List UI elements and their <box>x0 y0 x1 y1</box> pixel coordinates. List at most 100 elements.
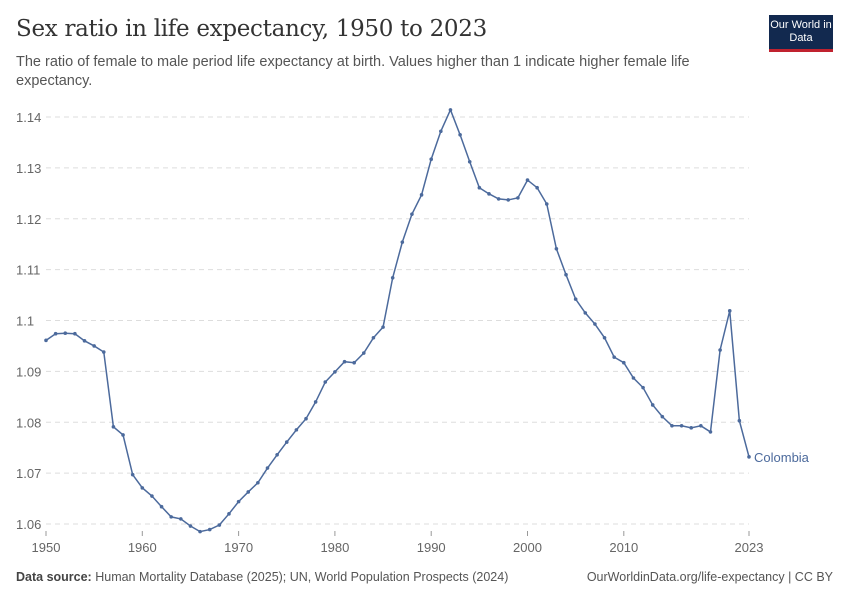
data-point <box>564 272 568 277</box>
data-point <box>130 472 135 477</box>
y-tick-label: 1.08 <box>16 415 41 430</box>
data-point <box>670 424 674 428</box>
data-point <box>53 331 58 336</box>
data-point <box>140 486 145 490</box>
data-point <box>487 192 491 196</box>
x-tick-label: 1990 <box>417 540 446 555</box>
data-point <box>246 490 251 494</box>
y-tick-label: 1.13 <box>16 161 41 176</box>
data-point <box>448 108 453 112</box>
data-point <box>275 453 279 457</box>
data-point <box>525 178 530 182</box>
data-point <box>583 311 588 315</box>
data-point <box>554 246 559 251</box>
data-point <box>73 331 77 336</box>
data-point <box>573 297 578 301</box>
series-line <box>45 107 750 533</box>
data-point <box>313 400 318 404</box>
data-point <box>458 133 462 137</box>
data-point <box>44 338 48 343</box>
data-point <box>718 348 722 352</box>
data-point <box>699 424 703 428</box>
data-point <box>198 529 202 534</box>
data-point <box>352 360 356 365</box>
data-point <box>82 339 87 343</box>
chart-title: Sex ratio in life expectancy, 1950 to 20… <box>16 16 487 42</box>
data-point <box>439 129 443 134</box>
data-point <box>467 159 472 164</box>
x-tick-label: 2000 <box>513 540 542 555</box>
x-tick-label: 1980 <box>320 540 349 555</box>
data-point <box>689 426 694 430</box>
data-point <box>535 185 539 190</box>
data-point <box>429 157 434 162</box>
data-point <box>679 424 684 428</box>
x-tick-label: 1950 <box>32 540 61 555</box>
data-point <box>333 370 337 374</box>
data-point <box>506 198 511 202</box>
data-point <box>496 197 501 201</box>
data-point <box>150 494 154 498</box>
data-point <box>477 185 482 190</box>
data-source: Data source: Human Mortality Database (2… <box>16 570 508 584</box>
data-point <box>612 355 616 359</box>
data-point <box>101 350 106 354</box>
y-tick-label: 1.07 <box>16 466 41 481</box>
data-point <box>284 440 289 444</box>
data-point <box>593 322 597 326</box>
x-tick-label: 1960 <box>128 540 157 555</box>
data-point <box>602 335 607 340</box>
data-point <box>737 418 742 423</box>
data-point <box>323 380 328 384</box>
y-tick-label: 1.1 <box>16 314 34 329</box>
x-tick-label: 2023 <box>735 540 764 555</box>
data-point <box>660 414 665 419</box>
data-point <box>631 376 636 380</box>
data-point <box>400 240 405 244</box>
data-point <box>747 455 751 459</box>
data-point <box>227 512 231 516</box>
data-point <box>650 403 655 407</box>
data-point <box>111 425 116 429</box>
data-point <box>727 309 732 313</box>
data-point <box>169 515 173 519</box>
y-tick-label: 1.14 <box>16 110 41 125</box>
source-text: Human Mortality Database (2025); UN, Wor… <box>95 570 509 584</box>
data-point <box>371 335 376 340</box>
data-point <box>217 523 222 527</box>
data-point <box>63 331 68 336</box>
data-point <box>342 359 347 364</box>
owid-logo[interactable]: Our World in Data <box>769 15 833 52</box>
data-point <box>188 524 193 528</box>
source-label: Data source: <box>16 570 92 584</box>
data-point <box>390 275 395 280</box>
data-point <box>622 360 626 365</box>
chart-subtitle: The ratio of female to male period life … <box>16 54 690 89</box>
data-point <box>92 344 96 348</box>
data-point <box>121 433 125 437</box>
series-label: Colombia <box>754 450 810 465</box>
data-point <box>410 212 414 216</box>
data-point <box>265 466 270 470</box>
y-tick-label: 1.09 <box>16 364 41 379</box>
y-tick-label: 1.11 <box>16 263 40 278</box>
y-tick-label: 1.12 <box>16 212 41 227</box>
x-tick-label: 1970 <box>224 540 253 555</box>
data-point <box>544 202 549 206</box>
data-point <box>236 499 241 504</box>
license-link[interactable]: OurWorldinData.org/life-expectancy | CC … <box>586 570 833 584</box>
x-tick-label: 2010 <box>609 540 638 555</box>
data-point <box>516 196 520 200</box>
data-point <box>256 480 260 485</box>
y-tick-label: 1.06 <box>16 517 41 532</box>
data-point <box>207 527 212 532</box>
data-point <box>179 517 183 521</box>
data-point <box>361 351 366 355</box>
data-point <box>419 193 424 197</box>
data-point <box>381 325 385 329</box>
data-point <box>708 430 713 434</box>
data-point <box>159 504 164 509</box>
data-point <box>304 416 308 421</box>
data-point <box>641 385 645 390</box>
